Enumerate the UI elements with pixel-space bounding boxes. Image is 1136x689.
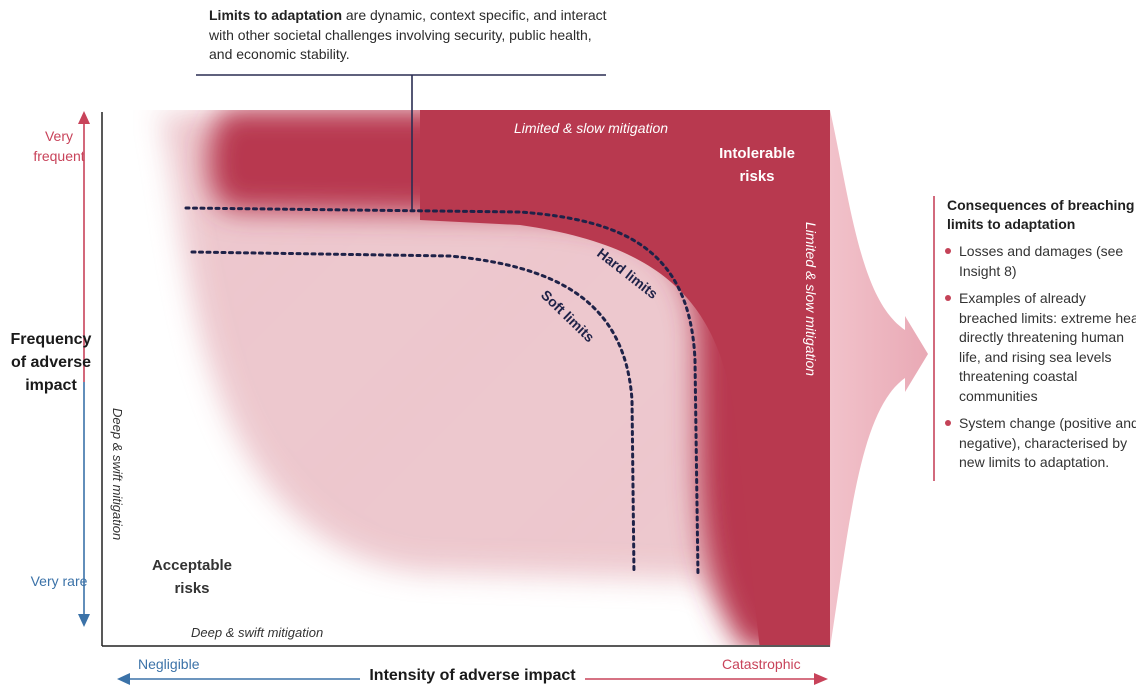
- y-axis-title: Frequency of adverse impact: [10, 331, 92, 394]
- consequence-text: System change (positive and negative), c…: [959, 415, 1136, 470]
- bullet-icon: [945, 248, 951, 254]
- x-axis-left-label: Negligible: [138, 656, 200, 672]
- bullet-icon: [945, 420, 951, 426]
- intolerable-label: Intolerable risks: [719, 145, 795, 185]
- consequence-text: Examples of already breached limits: ext…: [959, 290, 1136, 404]
- consequences-panel: Consequences of breaching limits to adap…: [933, 196, 1136, 481]
- y-axis-arrow: [78, 111, 90, 627]
- intolerable-core: [420, 110, 830, 645]
- callout-text: Limits to adaptation are dynamic, contex…: [209, 6, 609, 65]
- acceptable-label: Acceptable risks: [152, 557, 232, 597]
- acceptable-zone: [103, 465, 460, 645]
- hard-limits-curve: [184, 206, 700, 578]
- plot-area: [103, 110, 830, 645]
- consequence-text: Losses and damages (see Insight 8): [959, 243, 1124, 279]
- x-axis-arrow: [117, 673, 828, 685]
- list-item: Losses and damages (see Insight 8): [945, 242, 1136, 281]
- x-axis-right-label: Catastrophic: [722, 656, 801, 672]
- limited-top-label: Limited & slow mitigation: [514, 120, 668, 136]
- callout-bold: Limits to adaptation: [209, 7, 342, 23]
- limited-right-label: Limited & slow mitigation: [803, 222, 819, 376]
- deep-left-label: Deep & swift mitigation: [110, 408, 125, 540]
- bullet-icon: [945, 295, 951, 301]
- deep-bottom-label: Deep & swift mitigation: [191, 625, 323, 640]
- y-axis-bottom-label: Very rare: [30, 573, 88, 589]
- soft-limits-curve: [190, 250, 636, 576]
- list-item: Examples of already breached limits: ext…: [945, 289, 1136, 406]
- consequences-list: Losses and damages (see Insight 8) Examp…: [945, 242, 1136, 473]
- consequences-fan-arrow: [830, 110, 928, 648]
- callout-rest: are dynamic, context specific, and inter…: [209, 7, 607, 62]
- list-item: System change (positive and negative), c…: [945, 414, 1136, 473]
- y-axis-top-label: Very frequent: [33, 128, 85, 164]
- x-axis-title: Intensity of adverse impact: [360, 667, 585, 685]
- consequences-title: Consequences of breaching limits to adap…: [947, 197, 1135, 232]
